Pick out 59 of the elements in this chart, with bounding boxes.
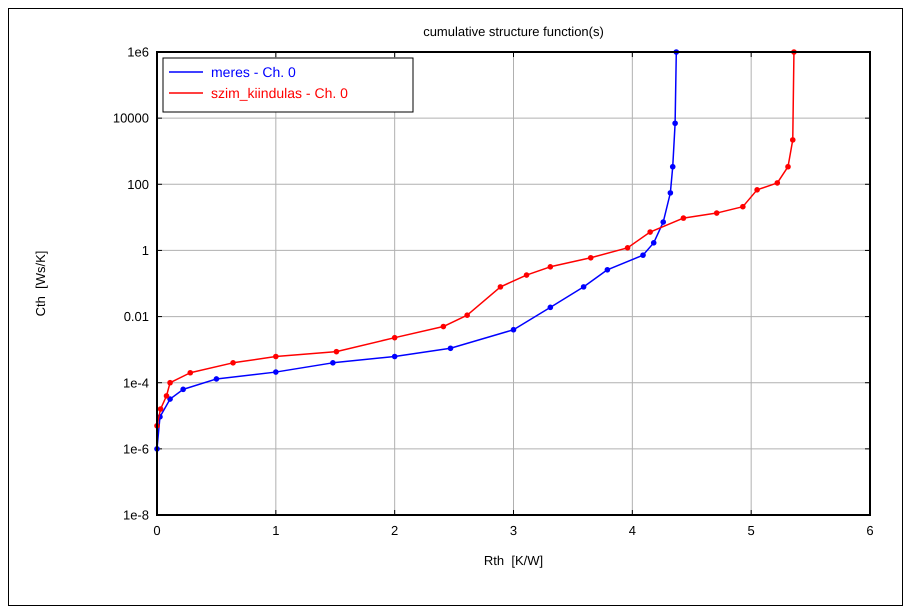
point — [448, 345, 454, 352]
point — [650, 240, 657, 246]
point — [647, 229, 653, 235]
legend-label: szim_kiindulas - Ch. 0 — [211, 84, 348, 101]
point — [785, 164, 791, 170]
y-tick-label: 1e-6 — [122, 441, 149, 456]
point — [180, 386, 186, 392]
point — [187, 370, 194, 376]
chart-title: cumulative structure function(s) — [423, 24, 604, 39]
point — [392, 334, 398, 340]
point — [680, 215, 686, 221]
point — [640, 252, 646, 258]
y-tick-label: 0.01 — [124, 309, 149, 324]
x-tick-label: 2 — [391, 523, 398, 538]
x-tick-label: 6 — [866, 523, 874, 538]
point — [754, 187, 760, 193]
point — [670, 164, 676, 170]
point — [330, 360, 336, 366]
point — [660, 219, 666, 225]
point — [548, 264, 554, 270]
point — [790, 137, 796, 143]
y-tick-label: 10000 — [112, 110, 149, 126]
y-axis-title: Cth [Ws/K] — [33, 250, 48, 316]
point — [740, 204, 746, 210]
legend-label: meres - Ch. 0 — [211, 64, 296, 80]
point — [510, 326, 516, 333]
point — [548, 304, 554, 310]
point — [164, 393, 170, 399]
point — [273, 354, 279, 360]
point — [167, 380, 173, 386]
point — [214, 376, 220, 382]
x-tick-label: 3 — [510, 523, 518, 538]
point — [392, 354, 398, 360]
point — [334, 348, 340, 354]
y-tick-label: 1e-8 — [122, 508, 149, 523]
point — [580, 284, 586, 290]
point — [158, 406, 164, 412]
point — [464, 312, 470, 318]
point — [774, 180, 780, 186]
y-tick-label: 1 — [142, 242, 149, 258]
point — [624, 245, 630, 251]
point — [604, 266, 610, 273]
point — [668, 190, 674, 196]
point — [498, 284, 504, 290]
point — [230, 360, 236, 366]
point — [714, 210, 720, 216]
y-tick-label: 1e-4 — [122, 375, 149, 390]
x-tick-label: 5 — [748, 523, 755, 538]
point — [273, 369, 279, 375]
x-tick-label: 0 — [153, 523, 161, 538]
x-tick-label: 4 — [628, 523, 636, 538]
x-axis-title: Rth [K/W] — [484, 553, 544, 568]
y-tick-label: 1e6 — [127, 44, 149, 60]
y-tick-label: 100 — [127, 176, 149, 192]
point — [524, 272, 530, 278]
point — [588, 254, 594, 261]
point — [672, 120, 678, 126]
x-tick-label: 1 — [272, 523, 280, 538]
point — [440, 324, 446, 330]
